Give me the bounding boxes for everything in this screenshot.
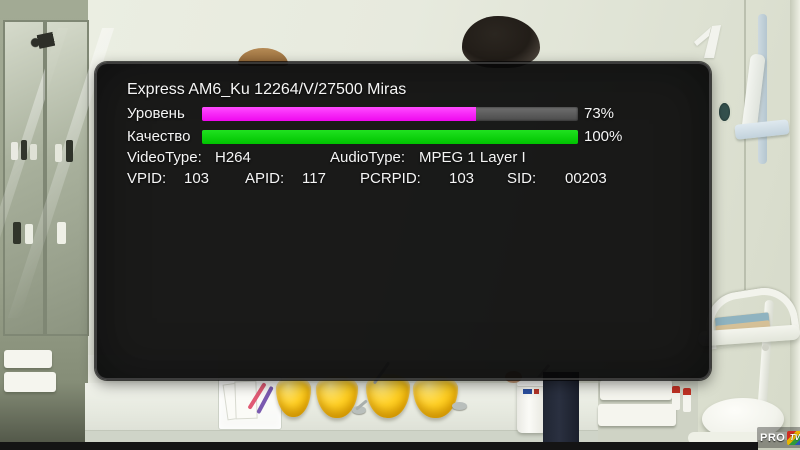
quality-bar-fill: [202, 130, 578, 144]
level-bar: [202, 107, 578, 121]
trolley-knob: [762, 344, 769, 351]
floor: [758, 440, 800, 450]
vpid-value: 103: [184, 170, 210, 187]
container-label: [534, 389, 539, 394]
door-frame: [790, 0, 800, 450]
red-cap-bottle: [672, 386, 680, 410]
towel: [600, 380, 672, 400]
wall-seam: [744, 0, 746, 290]
cabinet-door: [0, 20, 69, 336]
acrylic-holder: [218, 376, 282, 430]
protv-logo: PRO TV: [757, 427, 800, 448]
video-type-value: H264: [215, 149, 251, 166]
bottle: [66, 140, 73, 162]
wall-trim: [758, 14, 767, 164]
protv-tv-text: TV: [789, 433, 800, 442]
glass-cabinet: [0, 0, 115, 450]
floor-shadow: [0, 442, 760, 450]
level-value: 73%: [584, 105, 615, 122]
apid-value: 117: [302, 170, 326, 187]
level-label: Уровень: [127, 105, 185, 122]
quality-label: Качество: [127, 128, 191, 145]
towel: [4, 350, 52, 368]
signal-info-panel: Express AM6_Ku 12264/V/27500 Miras Урове…: [95, 62, 711, 380]
quality-value: 100%: [584, 128, 623, 145]
protv-text: PRO: [760, 431, 786, 444]
red-cap-bottle: [683, 388, 691, 412]
video-type-label: VideoType:: [127, 149, 202, 166]
apid-label: APID:: [245, 170, 285, 187]
container-lid: [517, 377, 547, 386]
channel-one-logo-icon: [694, 25, 721, 58]
cabinet-door: [7, 20, 115, 336]
pcrpid-label: PCRPID:: [360, 170, 421, 187]
pcrpid-value: 103: [449, 170, 475, 187]
wall-socket: [719, 103, 730, 121]
bottle: [57, 222, 66, 244]
vpid-label: VPID:: [127, 170, 167, 187]
transponder-title: Express AM6_Ku 12264/V/27500 Miras: [127, 81, 407, 98]
bottle: [21, 140, 27, 160]
white-container: [517, 377, 547, 433]
bottle: [25, 224, 33, 244]
protv-tv-icon: TV: [787, 430, 800, 445]
bottle: [30, 144, 37, 160]
bottle: [11, 142, 18, 160]
level-bar-fill: [202, 107, 477, 121]
container-label: [523, 389, 532, 394]
towel: [598, 404, 676, 426]
audio-type-label: AudioType:: [330, 149, 406, 166]
audio-type-value: MPEG 1 Layer I: [419, 149, 526, 166]
spoon: [452, 402, 467, 410]
sid-value: 00203: [565, 170, 607, 187]
bottle: [13, 222, 21, 244]
quality-bar: [202, 130, 578, 144]
man-suit: [543, 372, 579, 445]
sid-label: SID:: [507, 170, 537, 187]
man-head: [462, 16, 540, 68]
bottle: [55, 144, 62, 162]
towel-shelf: [598, 376, 698, 444]
woman-head: [238, 48, 288, 66]
spoon: [352, 406, 366, 414]
towel: [4, 372, 56, 392]
